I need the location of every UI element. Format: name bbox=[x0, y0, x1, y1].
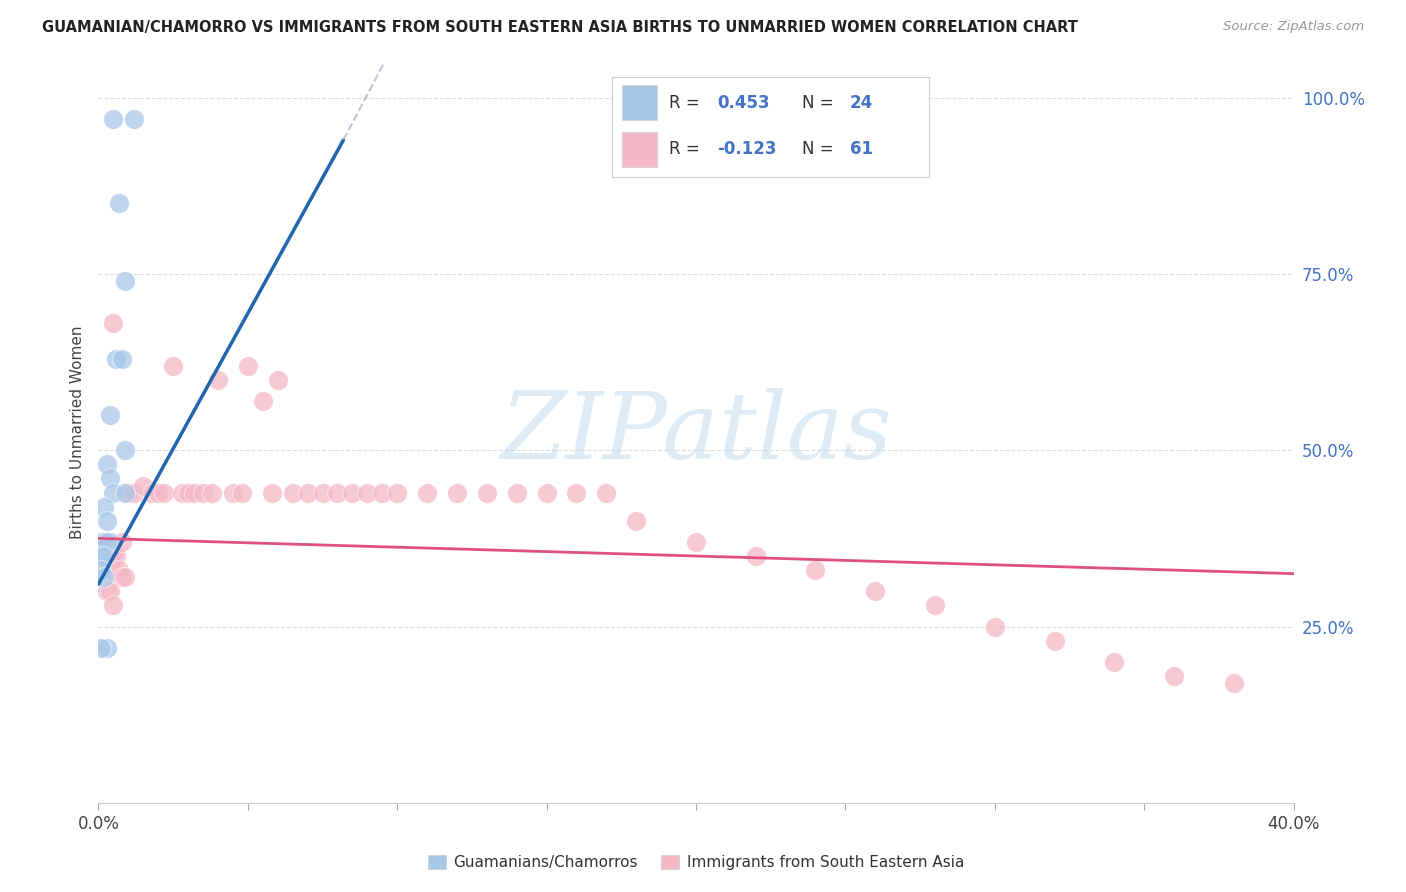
Point bbox=[111, 535, 134, 549]
Point bbox=[506, 485, 529, 500]
Point bbox=[865, 584, 887, 599]
Point bbox=[565, 485, 588, 500]
Point bbox=[108, 563, 131, 577]
Point bbox=[93, 535, 115, 549]
Point bbox=[96, 549, 118, 563]
Point bbox=[98, 549, 122, 563]
Point bbox=[111, 351, 134, 366]
Point bbox=[191, 485, 214, 500]
Point bbox=[98, 408, 122, 422]
Point bbox=[114, 570, 136, 584]
Point bbox=[98, 471, 122, 485]
Point bbox=[90, 549, 112, 563]
Point bbox=[90, 640, 112, 655]
Text: GUAMANIAN/CHAMORRO VS IMMIGRANTS FROM SOUTH EASTERN ASIA BIRTHS TO UNMARRIED WOM: GUAMANIAN/CHAMORRO VS IMMIGRANTS FROM SO… bbox=[42, 20, 1078, 35]
Point bbox=[1043, 633, 1066, 648]
Point bbox=[103, 599, 125, 613]
Point bbox=[172, 485, 194, 500]
Point bbox=[103, 112, 125, 126]
Point bbox=[98, 535, 122, 549]
Point bbox=[98, 584, 122, 599]
Point bbox=[297, 485, 319, 500]
Point bbox=[141, 485, 163, 500]
Point bbox=[90, 563, 112, 577]
Point bbox=[685, 535, 707, 549]
Point bbox=[281, 485, 304, 500]
Point bbox=[103, 549, 125, 563]
Point bbox=[114, 274, 136, 288]
Point bbox=[236, 359, 259, 373]
Point bbox=[260, 485, 283, 500]
Point bbox=[96, 458, 118, 472]
Point bbox=[177, 485, 200, 500]
Point bbox=[96, 535, 118, 549]
Point bbox=[114, 485, 136, 500]
Point bbox=[153, 485, 176, 500]
Point bbox=[114, 443, 136, 458]
Point bbox=[93, 535, 115, 549]
Point bbox=[124, 485, 146, 500]
Point bbox=[595, 485, 617, 500]
Point bbox=[93, 549, 115, 563]
Point bbox=[416, 485, 439, 500]
Point bbox=[108, 196, 131, 211]
Point bbox=[745, 549, 768, 563]
Text: ZIPatlas: ZIPatlas bbox=[501, 388, 891, 477]
Point bbox=[103, 563, 125, 577]
Point bbox=[103, 485, 125, 500]
Point bbox=[124, 112, 146, 126]
Point bbox=[446, 485, 468, 500]
Point bbox=[111, 570, 134, 584]
Point bbox=[96, 584, 118, 599]
Point bbox=[148, 485, 170, 500]
Point bbox=[183, 485, 205, 500]
Point bbox=[90, 535, 112, 549]
Point bbox=[117, 485, 139, 500]
Point bbox=[626, 514, 648, 528]
Point bbox=[804, 563, 827, 577]
Point bbox=[93, 570, 115, 584]
Point bbox=[326, 485, 349, 500]
Point bbox=[105, 549, 128, 563]
Point bbox=[371, 485, 394, 500]
Point bbox=[98, 535, 122, 549]
Point bbox=[252, 393, 274, 408]
Legend: Guamanians/Chamorros, Immigrants from South Eastern Asia: Guamanians/Chamorros, Immigrants from So… bbox=[422, 849, 970, 877]
Point bbox=[132, 478, 155, 492]
Point bbox=[984, 619, 1007, 633]
Point bbox=[356, 485, 378, 500]
Point bbox=[1223, 676, 1246, 690]
Point bbox=[231, 485, 253, 500]
Point bbox=[475, 485, 498, 500]
Point bbox=[385, 485, 409, 500]
Point bbox=[96, 640, 118, 655]
Point bbox=[342, 485, 364, 500]
Point bbox=[924, 599, 946, 613]
Point bbox=[96, 514, 118, 528]
Point bbox=[162, 359, 184, 373]
Point bbox=[311, 485, 333, 500]
Point bbox=[536, 485, 558, 500]
Point bbox=[222, 485, 245, 500]
Point bbox=[103, 316, 125, 330]
Point bbox=[93, 500, 115, 514]
Point bbox=[267, 373, 290, 387]
Point bbox=[105, 351, 128, 366]
Y-axis label: Births to Unmarried Women: Births to Unmarried Women bbox=[69, 326, 84, 540]
Point bbox=[1163, 669, 1185, 683]
Point bbox=[1104, 655, 1126, 669]
Text: Source: ZipAtlas.com: Source: ZipAtlas.com bbox=[1223, 20, 1364, 33]
Point bbox=[201, 485, 224, 500]
Point bbox=[207, 373, 229, 387]
Point bbox=[96, 535, 118, 549]
